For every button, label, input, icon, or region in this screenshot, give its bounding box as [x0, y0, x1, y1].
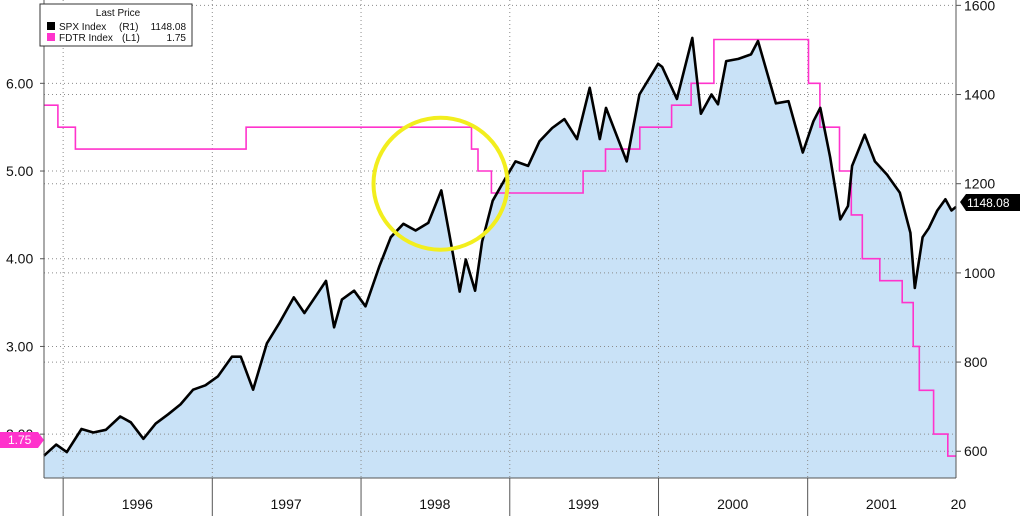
- legend: Last Price SPX Index (R1) 1148.08 FDTR I…: [39, 3, 193, 47]
- spx-area: [44, 37, 956, 479]
- annotation-circle: [371, 115, 510, 252]
- spx-area-layer: [44, 37, 956, 479]
- left-tick-label: 6.00: [6, 75, 33, 91]
- spx-series-line: [43, 36, 957, 457]
- legend-box: [39, 3, 193, 47]
- legend-last-fdtr: 1.75: [167, 33, 187, 44]
- last-value-badges: 1.75 1148.08: [0, 194, 1020, 448]
- spx-last-badge: [960, 194, 1020, 211]
- fdtr-last-badge: [0, 432, 44, 448]
- x-tick-label: 1997: [271, 496, 302, 512]
- right-tick-label: 600: [964, 443, 988, 459]
- x-tick-label: 1996: [122, 496, 153, 512]
- left-tick-label: 4.00: [6, 251, 33, 267]
- grid-layer: [44, 0, 956, 478]
- x-tick-label: 1998: [419, 496, 450, 512]
- x-tick-label: 1999: [568, 496, 599, 512]
- x-tick-label: 2001: [866, 496, 897, 512]
- legend-title: Last Price: [96, 8, 141, 19]
- spx-layer: [43, 36, 957, 457]
- legend-name-spx: SPX Index: [59, 22, 106, 33]
- fdtr-last-badge-text: 1.75: [8, 433, 32, 447]
- right-tick-label: 1400: [964, 87, 995, 103]
- x-tick-label: 2000: [717, 496, 748, 512]
- fdtr-series-line: [44, 38, 956, 457]
- right-tick-label: 1200: [964, 176, 995, 192]
- right-tick-label: 1000: [964, 265, 995, 281]
- legend-last-spx: 1148.08: [151, 22, 187, 33]
- legend-axis-fdtr: (L1): [122, 33, 140, 44]
- left-tick-label: 3.00: [6, 338, 33, 354]
- right-tick-label: 1600: [964, 0, 995, 13]
- legend-swatch-fdtr: [47, 33, 55, 41]
- spx-last-badge-text: 1148.08: [967, 196, 1010, 210]
- legend-axis-spx: (R1): [119, 22, 138, 33]
- legend-swatch-spx: [47, 22, 55, 30]
- right-tick-label: 800: [964, 354, 988, 370]
- legend-name-fdtr: FDTR Index: [59, 33, 113, 44]
- x-tick-label: 20: [951, 496, 967, 512]
- left-tick-label: 5.00: [6, 163, 33, 179]
- annotation-layer: [371, 115, 510, 252]
- fdtr-layer: [44, 38, 956, 457]
